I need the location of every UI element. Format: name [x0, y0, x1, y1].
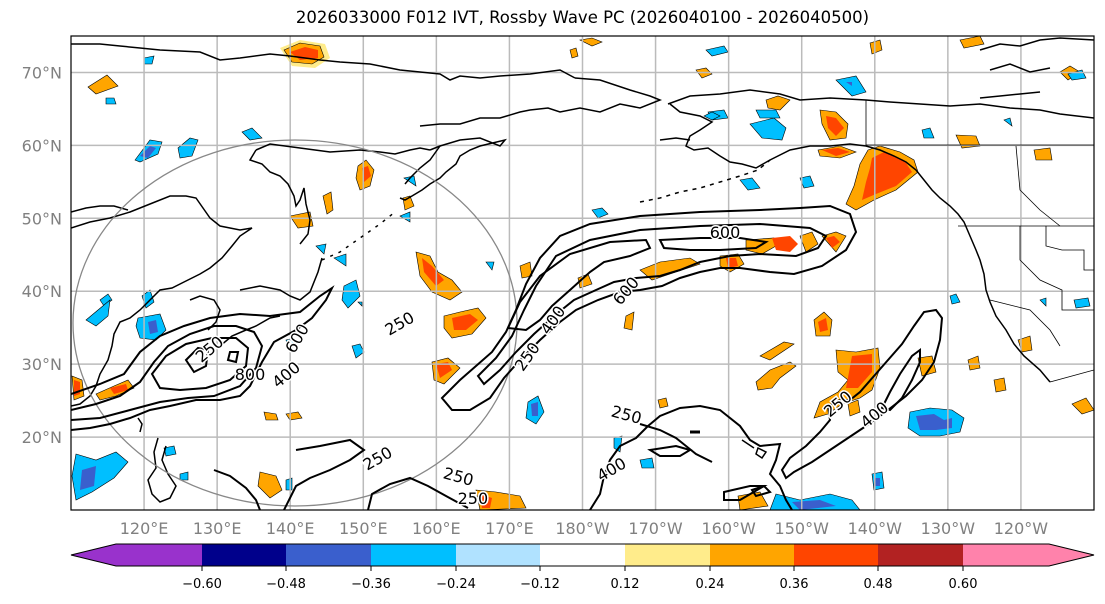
- longitude-label: 170°W: [628, 519, 683, 538]
- colorbar-tick-label: −0.36: [351, 577, 391, 592]
- colorbar-segment: [878, 544, 963, 566]
- contour-label: 600: [710, 223, 741, 242]
- contour-label: 250: [360, 443, 396, 475]
- contour-600-asia: [150, 337, 250, 392]
- colorbar-tick-label: 0.12: [611, 577, 640, 592]
- latitude-label: 60°N: [22, 136, 62, 155]
- colorbar-segment: [625, 544, 710, 566]
- colorbar-tick-label: 0.48: [864, 577, 893, 592]
- longitude-label: 170°E: [485, 519, 534, 538]
- map-frame: [70, 35, 1095, 511]
- longitude-label: 130°W: [921, 519, 976, 538]
- colorbar-tick-label: −0.60: [182, 577, 222, 592]
- contour-label: 250: [609, 402, 643, 428]
- longitude-label: 160°E: [412, 519, 461, 538]
- contour-250-pacific: [440, 204, 858, 411]
- longitude-label: 120°E: [120, 519, 169, 538]
- longitude-labels: 120°E 130°E 140°E 150°E 160°E 170°E 180°W 170°W…: [120, 519, 1049, 538]
- contour-600-pacific-a: [506, 238, 652, 332]
- contour-250-south: [367, 476, 469, 510]
- colorbar-segment: [456, 544, 540, 566]
- contour-250-south-b: [589, 404, 793, 510]
- longitude-label: 150°W: [775, 519, 830, 538]
- colorbar-tick-label: 0.24: [696, 577, 725, 592]
- colorbar-tick-label: 0.60: [949, 577, 978, 592]
- latitude-label: 30°N: [22, 355, 62, 374]
- latitude-label: 40°N: [22, 282, 62, 301]
- longitude-label: 180°W: [555, 519, 610, 538]
- colorbar-segment: [286, 544, 371, 566]
- contour-250-west: [283, 438, 366, 510]
- colorbar-tick-label: 0.36: [780, 577, 809, 592]
- contour-400-east: [880, 348, 921, 412]
- colorbar-segment: [963, 544, 1049, 566]
- contour-250-asia: [71, 285, 335, 431]
- colorbar-extend-max: [1049, 544, 1094, 566]
- contour-label: 250: [441, 464, 475, 490]
- contour-label: 800: [235, 365, 266, 384]
- longitude-label: 140°W: [848, 519, 903, 538]
- colorbar-tick-label: −0.12: [520, 577, 560, 592]
- colorbar-segment: [540, 544, 625, 566]
- colorbar: −0.60 −0.48 −0.36 −0.24 −0.12 0.12 0.24 0.36 0.4…: [70, 543, 1095, 592]
- map-title: 2026033000 F012 IVT, Rossby Wave PC (202…: [295, 8, 870, 27]
- latitude-labels: 70°N 60°N 50°N 40°N 30°N 20°N: [22, 63, 62, 447]
- contour-label: 400: [594, 454, 630, 486]
- contour-600-pacific-b: [658, 237, 769, 251]
- colorbar-segment: [710, 544, 794, 566]
- longitude-label: 140°E: [266, 519, 315, 538]
- coastlines: [71, 37, 1094, 503]
- colorbar-segment: [116, 544, 202, 566]
- contour-label: 400: [268, 358, 304, 392]
- contour-400-pacific: [476, 222, 828, 386]
- contour-400-south: [639, 423, 713, 463]
- contour-label: 600: [281, 320, 313, 356]
- colorbar-tick-label: −0.24: [436, 577, 476, 592]
- latitude-label: 70°N: [22, 63, 62, 82]
- latitude-label: 20°N: [22, 428, 62, 447]
- colorbar-tick-label: −0.48: [266, 577, 306, 592]
- longitude-label: 120°W: [994, 519, 1049, 538]
- contour-label: 250: [382, 308, 418, 340]
- ivt-contours: [71, 204, 944, 510]
- colorbar-segment: [371, 544, 456, 566]
- contour-800-asia: [184, 346, 210, 374]
- colorbar-extend-min: [71, 544, 116, 566]
- longitude-label: 130°E: [193, 519, 242, 538]
- contour-label: 400: [857, 398, 893, 432]
- longitude-label: 150°E: [339, 519, 388, 538]
- longitude-label: 160°W: [701, 519, 756, 538]
- colorbar-segment: [202, 544, 286, 566]
- colorbar-segment: [794, 544, 878, 566]
- graticule: [71, 36, 1094, 510]
- colorbar-outline: [70, 543, 1095, 567]
- contour-250-east: [780, 308, 944, 480]
- contour-400-asia: [71, 325, 264, 421]
- contour-label: 250: [458, 489, 489, 508]
- latitude-label: 50°N: [22, 209, 62, 228]
